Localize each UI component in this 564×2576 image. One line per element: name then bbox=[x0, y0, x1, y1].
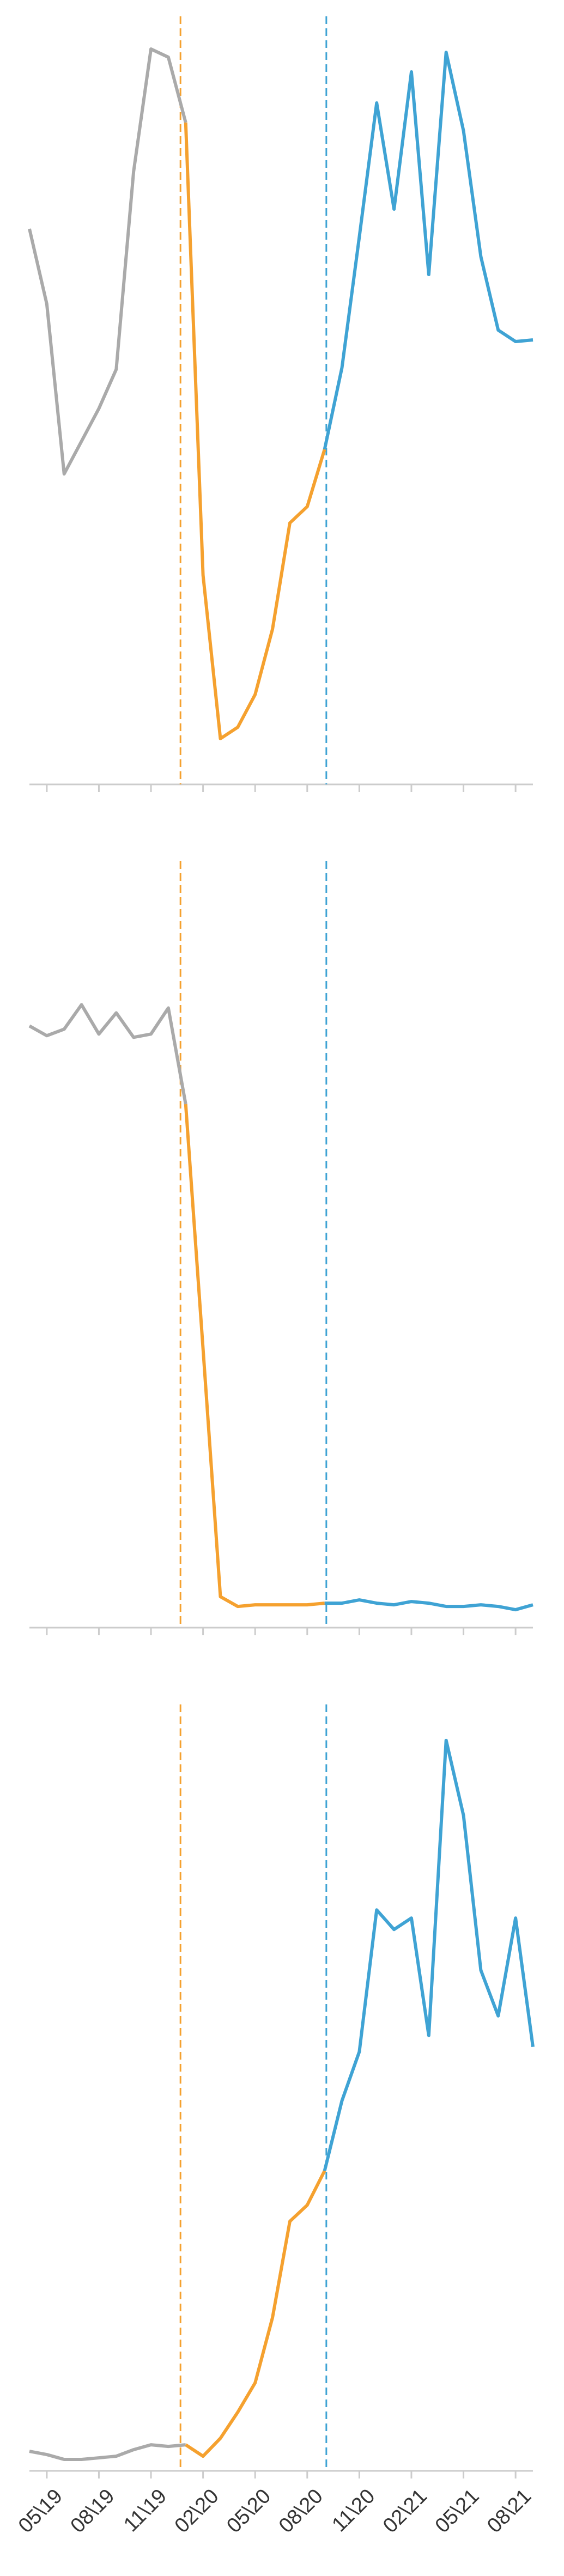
series-line bbox=[29, 2443, 186, 2462]
x-tick-label: 08\19 bbox=[66, 2484, 119, 2537]
x-tick-label: 08\21 bbox=[483, 2484, 536, 2537]
x-tick-label: 02\21 bbox=[379, 2484, 432, 2537]
series-line bbox=[324, 1598, 533, 1612]
series-line bbox=[323, 51, 533, 450]
series-line bbox=[185, 2170, 326, 2458]
x-tick-label: 05\21 bbox=[431, 2484, 484, 2537]
x-tick-label: 11\19 bbox=[119, 2484, 171, 2536]
series-line bbox=[28, 47, 187, 476]
series-line bbox=[323, 1738, 535, 2171]
x-tick-label: 05\20 bbox=[222, 2484, 275, 2537]
x-tick-label: 02\20 bbox=[171, 2484, 223, 2537]
series-line bbox=[184, 1104, 325, 1609]
series-line bbox=[184, 122, 326, 740]
x-tick-label: 11\20 bbox=[328, 2484, 379, 2536]
series-line bbox=[28, 1003, 187, 1105]
x-tick-label: 08\20 bbox=[275, 2484, 328, 2537]
x-tick-label: 05\19 bbox=[14, 2484, 67, 2537]
